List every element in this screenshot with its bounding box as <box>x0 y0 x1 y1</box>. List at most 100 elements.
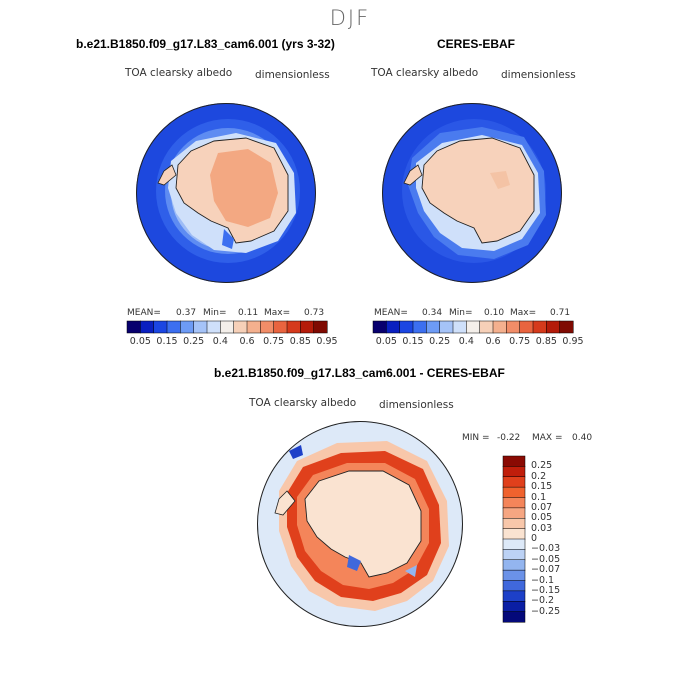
panel-1-colorbar-swatch <box>260 320 275 334</box>
panel-3-colorbar-tick-label: 0.1 <box>531 491 547 503</box>
panel-2-colorbar-swatch <box>546 320 561 334</box>
panel-2-map <box>382 103 562 283</box>
panel-3-negative-patch-2 <box>347 555 361 571</box>
panel-3-units-label: dimensionless <box>379 399 454 411</box>
panel-2-colorbar-swatch <box>452 320 467 334</box>
panel-3-colorbar-tick-label: 0.07 <box>531 501 553 513</box>
panel-2-colorbar-tick-label: 0.85 <box>535 336 557 347</box>
panel-1-colorbar-tick-label: 0.6 <box>239 336 255 347</box>
panel-3-variable-label: TOA clearsky albedo <box>249 397 357 409</box>
panel-1-colorbar-swatch <box>233 320 248 334</box>
panel-3-map-border <box>257 421 463 627</box>
panel-3-colorbar-swatch <box>502 601 526 613</box>
panel-2-mean-label: MEAN= <box>374 308 408 318</box>
panel-3-negative-patch-1 <box>289 445 303 459</box>
panel-1-colorbar-swatch <box>300 320 315 334</box>
panel-3-colorbar-swatch <box>502 466 526 478</box>
panel-3-colorbar-tick-label: −0.05 <box>531 553 561 565</box>
panel-3-colorbar-swatch <box>502 590 526 602</box>
panel-3-colorbar-swatch <box>502 580 526 592</box>
panel-3-colorbar-tick-label: −0.07 <box>531 564 561 576</box>
panel-3-colorbar-swatch <box>502 486 526 499</box>
panel-1-colorbar-swatch <box>246 320 261 334</box>
panel-3-colorbar-tick-label: −0.25 <box>531 605 561 617</box>
panel-3-colorbar-tick-label: 0 <box>531 533 538 544</box>
panel-1-colorbar-swatch <box>166 320 181 334</box>
panel-3-colorbar-swatch <box>502 569 526 582</box>
panel-1-title: b.e21.B1850.f09_g17.L83_cam6.001 (yrs 3-… <box>76 37 335 51</box>
panel-1-colorbar-tick-label: 0.85 <box>289 336 311 347</box>
panel-3-colorbar-swatch <box>502 497 526 509</box>
panel-3-colorbar-tick-label: 0.03 <box>531 522 553 534</box>
panel-2-colorbar-swatch <box>412 320 427 334</box>
panel-1-colorbar-swatch <box>286 320 301 334</box>
panel-3-title: b.e21.B1850.f09_g17.L83_cam6.001 - CERES… <box>214 366 505 380</box>
panel-2-colorbar-tick-label: 0.95 <box>562 336 584 347</box>
panel-2-colorbar-tick-label: 0.05 <box>375 336 397 347</box>
panel-3-colorbar-swatch <box>502 455 526 467</box>
panel-3-colorbar-tick-label: −0.2 <box>531 595 555 607</box>
panel-2-continent <box>421 137 535 244</box>
panel-3-min-label: MIN = <box>462 433 490 443</box>
panel-2-colorbar-swatch <box>386 320 401 334</box>
panel-1-mean-label: MEAN= <box>127 308 161 318</box>
panel-2-colorbar-swatch <box>519 320 534 334</box>
panel-2-colorbar-tick-label: 0.25 <box>429 336 451 347</box>
panel-3-colorbar-swatch <box>502 611 526 623</box>
panel-1-embayment <box>222 229 234 249</box>
panel-1-max-label: Max= <box>264 308 291 318</box>
panel-2-colorbar-swatch <box>532 320 547 334</box>
panel-1-max-value: 0.73 <box>304 308 325 318</box>
panel-2-colorbar-tick-label: 0.75 <box>509 336 531 347</box>
panel-1-colorbar-swatch <box>206 320 221 334</box>
panel-2-min-label: Min= <box>449 308 473 318</box>
panel-2-min-value: 0.10 <box>484 308 505 318</box>
panel-3-colorbar-tick-label: −0.1 <box>531 574 555 586</box>
panel-1-units-label: dimensionless <box>255 69 330 81</box>
panel-3-colorbar-swatch <box>502 507 526 519</box>
panel-1-map <box>136 103 316 283</box>
panel-3-colorbar-tick-label: −0.15 <box>531 584 561 596</box>
panel-1-colorbar-tick-label: 0.15 <box>156 336 178 347</box>
panel-3-colorbar-tick-label: 0.25 <box>531 460 553 472</box>
panel-2-map-border <box>382 103 562 283</box>
panel-2-colorbar-swatch <box>479 320 494 334</box>
panel-3-colorbar-tick-label: 0.05 <box>531 512 553 524</box>
panel-2-colorbar-swatch <box>559 320 574 334</box>
panel-1-mean-value: 0.37 <box>176 308 197 318</box>
panel-2-interior-patch <box>490 171 510 189</box>
panel-2-colorbar-swatch <box>506 320 521 334</box>
panel-1-colorbar-swatch <box>193 320 208 334</box>
panel-2-colorbar-swatch <box>399 320 414 334</box>
panel-1-min-value: 0.11 <box>238 308 259 318</box>
panel-3-colorbar-tick-label: 0.2 <box>531 470 547 482</box>
panel-1-colorbar-swatch <box>126 320 141 334</box>
panel-2-max-label: Max= <box>510 308 537 318</box>
panel-1-colorbar-swatch <box>180 320 195 334</box>
panel-1-colorbar-swatch <box>140 320 155 334</box>
panel-3-map <box>257 421 463 627</box>
panel-2-mean-value: 0.34 <box>422 308 443 318</box>
panel-2-colorbar <box>372 320 574 334</box>
panel-3-min-value: -0.22 <box>497 433 521 443</box>
panel-2-colorbar-tick-label: 0.4 <box>458 336 474 347</box>
panel-2-peninsula <box>403 164 423 186</box>
panel-2-units-label: dimensionless <box>501 69 576 81</box>
panel-1-variable-label: TOA clearsky albedo <box>125 67 233 79</box>
panel-1-min-label: Min= <box>203 308 227 318</box>
panel-1-colorbar-swatch <box>220 320 235 334</box>
panel-2-colorbar-swatch <box>466 320 481 334</box>
panel-1-colorbar <box>126 320 328 334</box>
panel-1-peninsula <box>157 164 177 186</box>
panel-3-max-value: 0.40 <box>572 433 593 443</box>
panel-3-colorbar-swatch <box>502 559 526 571</box>
panel-1-colorbar-swatch <box>273 320 288 334</box>
panel-3-peninsula <box>274 490 296 516</box>
panel-2-title: CERES-EBAF <box>437 37 516 51</box>
panel-1-colorbar-swatch <box>153 320 168 334</box>
panel-2-colorbar-swatch <box>372 320 387 334</box>
panel-2-max-value: 0.71 <box>550 308 571 318</box>
panel-3-continent <box>304 470 422 578</box>
panel-1-continent-interior <box>210 149 278 227</box>
panel-3-colorbar <box>502 455 526 623</box>
